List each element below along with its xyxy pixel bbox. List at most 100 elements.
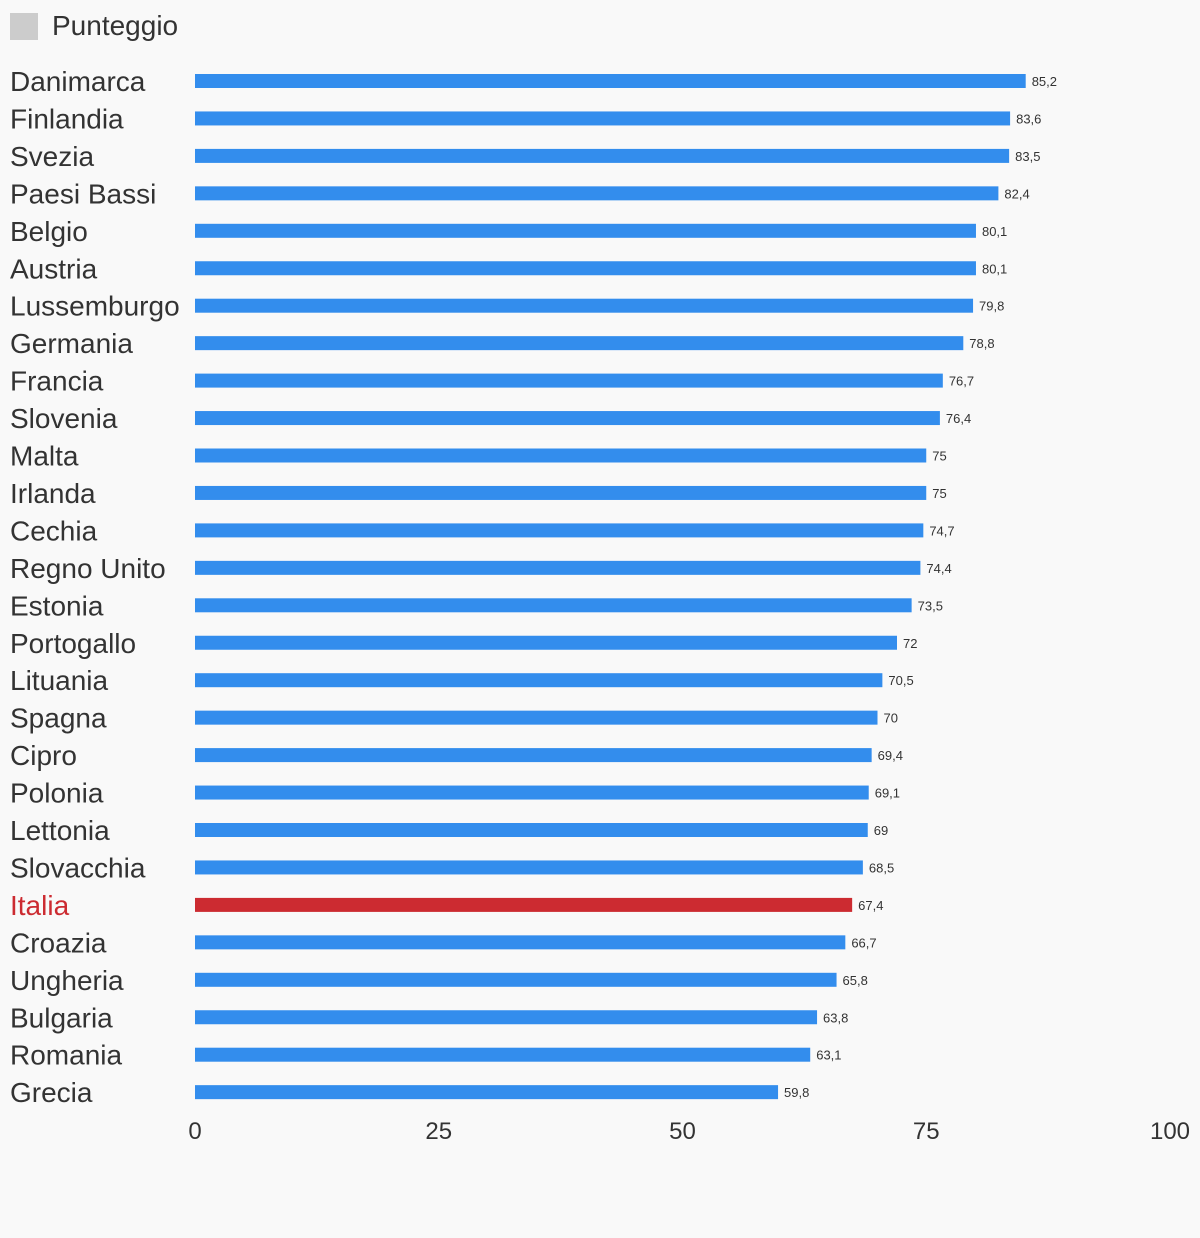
bar-row: Estonia 73,5 [10,590,943,621]
bar [195,860,863,875]
bar-row: Portogallo 72 [10,628,917,659]
bar [195,411,940,426]
value-label: 76,7 [949,374,974,389]
category-label: Italia [10,890,70,921]
category-label: Ungheria [10,965,124,996]
category-label: Polonia [10,778,104,809]
bar-row: Lussemburgo 79,8 [10,291,1004,322]
category-label: Cipro [10,740,77,771]
value-label: 68,5 [869,860,894,875]
category-label: Slovacchia [10,852,146,883]
bar-row: Danimarca 85,2 [10,66,1057,97]
bar [195,223,976,238]
bar [195,710,878,725]
bar-row: Romania 63,1 [10,1040,842,1071]
category-label: Lettonia [10,815,110,846]
bar [195,148,1010,163]
value-label: 70,5 [888,673,913,688]
bar-row: Finlandia 83,6 [10,103,1041,134]
category-label: Germania [10,328,133,359]
category-label: Francia [10,366,104,397]
value-label: 85,2 [1032,74,1057,89]
category-label: Croazia [10,927,107,958]
category-label: Danimarca [10,66,146,97]
value-label: 75 [932,449,946,464]
x-tick-label: 75 [913,1118,940,1145]
bar [195,448,927,463]
value-label: 63,1 [816,1048,841,1063]
x-tick-label: 25 [425,1118,452,1145]
value-label: 69 [874,823,888,838]
x-tick-label: 0 [188,1118,201,1145]
category-label: Lituania [10,665,109,696]
bar-row: Lituania 70,5 [10,665,914,696]
value-label: 70 [884,711,898,726]
bar-row: Austria 80,1 [10,253,1007,284]
bar [195,972,837,987]
bar [195,298,974,313]
bar-row: Ungheria 65,8 [10,965,868,996]
bar [195,897,853,912]
x-tick-label: 100 [1150,1118,1190,1145]
category-label: Irlanda [10,478,96,509]
bar-row: Irlanda 75 [10,478,947,509]
value-label: 65,8 [843,973,868,988]
value-label: 66,7 [851,935,876,950]
category-label: Lussemburgo [10,291,180,322]
value-label: 69,1 [875,786,900,801]
category-label: Svezia [10,141,94,172]
category-label: Finlandia [10,103,124,134]
bar-row: Paesi Bassi 82,4 [10,178,1030,209]
legend-swatch [10,12,38,40]
bar [195,785,869,800]
category-label: Grecia [10,1077,93,1108]
bar-row: Francia 76,7 [10,366,974,397]
bar-row: Slovenia 76,4 [10,403,971,434]
category-label: Cechia [10,515,98,546]
bar-row: Cipro 69,4 [10,740,903,771]
bar-row: Cechia 74,7 [10,515,955,546]
value-label: 72 [903,636,917,651]
category-label: Romania [10,1040,122,1071]
bar [195,598,912,613]
bar-row: Belgio 80,1 [10,216,1007,247]
bar-row: Spagna 70 [10,703,898,734]
bar-row: Grecia 59,8 [10,1077,809,1108]
bar [195,935,846,950]
value-label: 78,8 [969,336,994,351]
bar [195,1010,818,1025]
bar-row: Bulgaria 63,8 [10,1002,848,1033]
bar-row: Lettonia 69 [10,815,888,846]
value-label: 75 [932,486,946,501]
bar [195,1085,779,1100]
bar [195,373,943,388]
value-label: 83,5 [1015,149,1040,164]
category-label: Austria [10,253,98,284]
bar [195,336,964,351]
value-label: 80,1 [982,224,1007,239]
bar [195,635,897,650]
bar-row: Svezia 83,5 [10,141,1040,172]
x-tick-label: 50 [669,1118,696,1145]
bar [195,748,872,763]
bar-row: Italia 67,4 [10,890,883,921]
bar-row: Germania 78,8 [10,328,995,359]
category-label: Estonia [10,590,104,621]
category-label: Paesi Bassi [10,178,156,209]
category-label: Portogallo [10,628,136,659]
value-label: 74,7 [929,523,954,538]
chart-legend: Punteggio [10,8,178,44]
category-label: Malta [10,441,79,472]
bar [195,111,1011,126]
legend-label: Punteggio [52,10,179,41]
value-label: 79,8 [979,299,1004,314]
category-label: Slovenia [10,403,118,434]
bar-row: Malta 75 [10,441,947,472]
value-label: 59,8 [784,1085,809,1100]
category-label: Belgio [10,216,88,247]
category-label: Regno Unito [10,553,166,584]
value-label: 82,4 [1004,186,1029,201]
value-label: 67,4 [858,898,883,913]
bar [195,823,868,837]
